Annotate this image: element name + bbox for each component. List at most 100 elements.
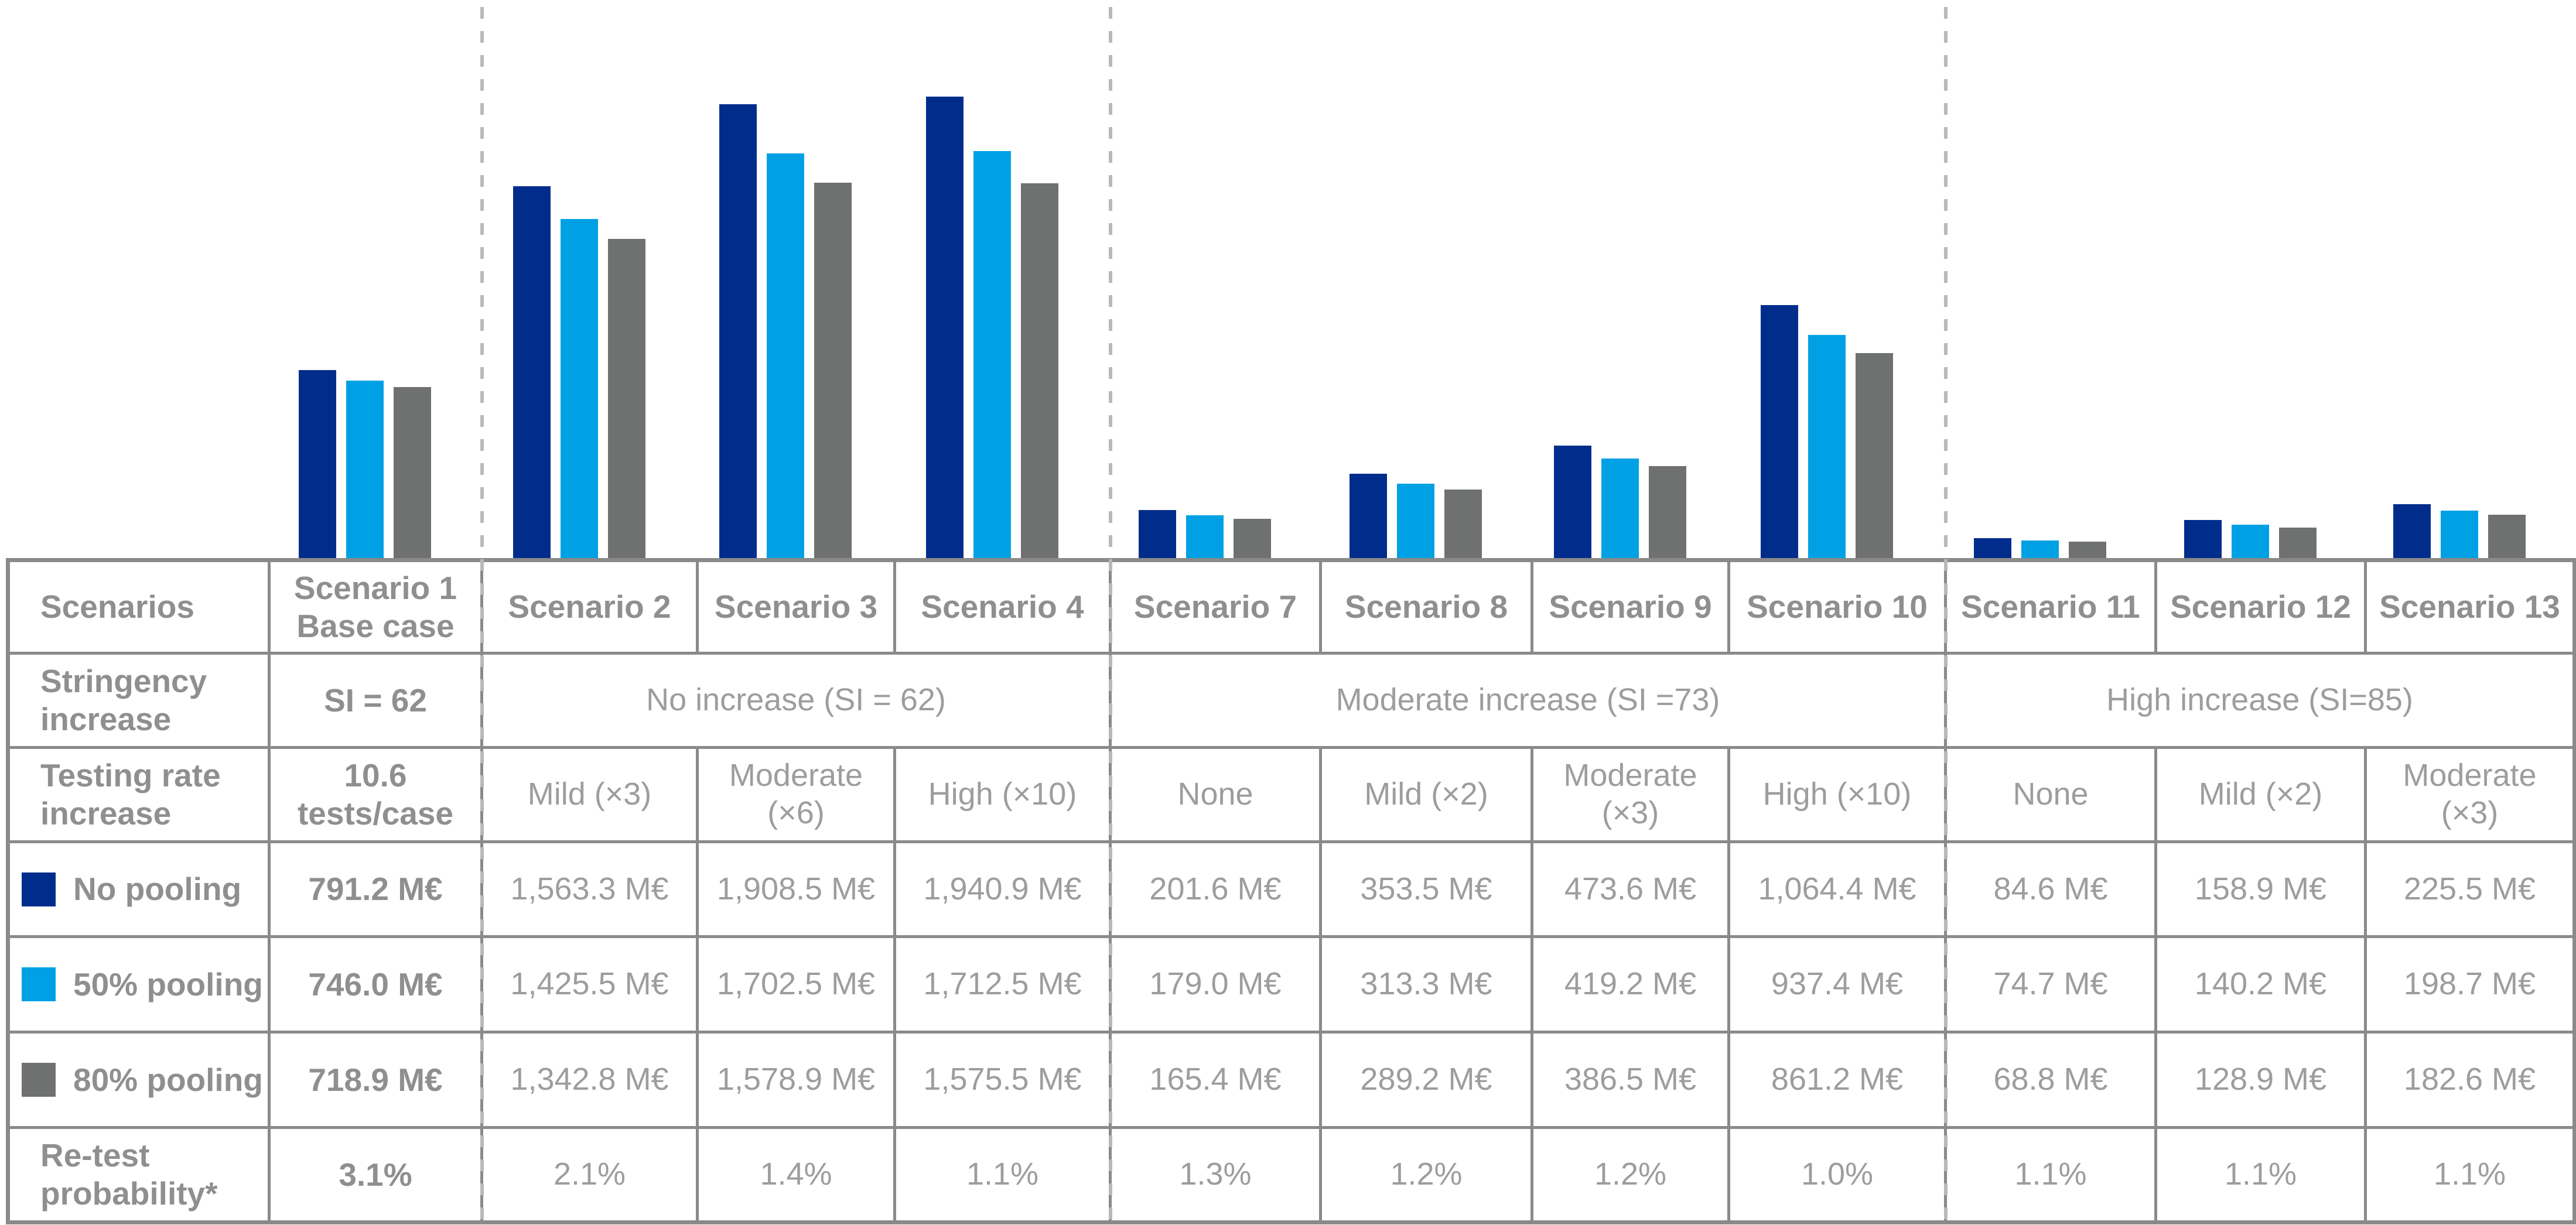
cell-retest-probability-0: 3.1% — [271, 1129, 480, 1220]
row-label-text-testing-rate-increase: Testing rate increase — [40, 757, 221, 832]
bar-scenario-8-50-pooling — [1397, 484, 1434, 558]
cell-50-percent-pooling-5: 313.3 M€ — [1322, 938, 1530, 1031]
bar-scenario-3-no-pooling — [719, 104, 757, 558]
bar-scenario-2-no-pooling — [513, 186, 551, 558]
col-header-scenarios-header-8: Scenario 11 — [1947, 562, 2154, 652]
bar-scenario-4-80-pooling — [1020, 183, 1058, 558]
bar-scenario-4-50-pooling — [973, 151, 1011, 558]
cell-50-percent-pooling-4: 179.0 M€ — [1112, 938, 1319, 1031]
grouped-bar-chart — [0, 0, 2576, 558]
cell-retest-probability-10: 1.1% — [2367, 1129, 2572, 1220]
legend-swatch-no-pooling — [22, 872, 56, 906]
cell-50-percent-pooling-0: 746.0 M€ — [271, 938, 480, 1031]
bar-scenario-12-80-pooling — [2278, 528, 2317, 558]
cell-80-percent-pooling-3: 1,575.5 M€ — [896, 1034, 1109, 1126]
row-label-text-stringency-increase: Stringency increase — [40, 663, 207, 737]
cell-50-percent-pooling-8: 74.7 M€ — [1947, 938, 2154, 1031]
group-separator-line-1 — [480, 7, 484, 1221]
bar-scenario-12-no-pooling — [2184, 520, 2222, 558]
cell-retest-probability-5: 1.2% — [1322, 1129, 1530, 1220]
bar-scenario-7-50-pooling — [1186, 515, 1224, 558]
cell-testing-rate-increase-8: None — [1947, 749, 2154, 840]
cell-no-pooling-4: 201.6 M€ — [1112, 843, 1319, 935]
row-label-text-no-pooling: No pooling — [73, 871, 242, 908]
legend-swatch-80-percent-pooling — [22, 1063, 56, 1097]
col-header-scenarios-header-5: Scenario 8 — [1322, 562, 1530, 652]
bar-scenario-10-no-pooling — [1760, 305, 1798, 558]
cell-testing-rate-increase-0: 10.6 tests/case — [271, 749, 480, 840]
bar-scenario-10-80-pooling — [1855, 353, 1893, 558]
cell-80-percent-pooling-7: 861.2 M€ — [1730, 1034, 1944, 1126]
col-header-scenarios-header-3: Scenario 4 — [896, 562, 1109, 652]
cell-no-pooling-2: 1,908.5 M€ — [699, 843, 893, 935]
cell-stringency-increase-1: No increase (SI = 62) — [483, 655, 1109, 746]
row-label-scenarios-header: Scenarios — [10, 562, 268, 652]
row-label-text-retest-probability: Re-test probability* — [40, 1137, 218, 1212]
cell-80-percent-pooling-1: 1,342.8 M€ — [483, 1034, 696, 1126]
cell-no-pooling-7: 1,064.4 M€ — [1730, 843, 1944, 935]
bar-scenario-8-no-pooling — [1350, 474, 1387, 558]
cell-no-pooling-3: 1,940.9 M€ — [896, 843, 1109, 935]
cell-no-pooling-9: 158.9 M€ — [2157, 843, 2364, 935]
col-header-scenarios-header-6: Scenario 9 — [1533, 562, 1727, 652]
cell-no-pooling-5: 353.5 M€ — [1322, 843, 1530, 935]
bar-scenario-1-no-pooling — [299, 370, 336, 558]
bar-scenario-7-no-pooling — [1139, 510, 1176, 558]
bar-scenario-3-50-pooling — [767, 153, 804, 558]
row-label-retest-probability: Re-test probability* — [10, 1129, 268, 1220]
col-header-scenarios-header-4: Scenario 7 — [1112, 562, 1319, 652]
cell-no-pooling-1: 1,563.3 M€ — [483, 843, 696, 935]
bar-scenario-9-80-pooling — [1648, 466, 1686, 558]
cell-retest-probability-4: 1.3% — [1112, 1129, 1319, 1220]
bar-scenario-13-no-pooling — [2393, 504, 2431, 558]
bar-scenario-2-80-pooling — [607, 239, 645, 558]
bar-scenario-13-80-pooling — [2488, 515, 2526, 558]
cell-no-pooling-0: 791.2 M€ — [271, 843, 480, 935]
cell-50-percent-pooling-10: 198.7 M€ — [2367, 938, 2572, 1031]
bar-scenario-10-50-pooling — [1808, 335, 1846, 558]
cell-80-percent-pooling-2: 1,578.9 M€ — [699, 1034, 893, 1126]
cell-testing-rate-increase-9: Mild (×2) — [2157, 749, 2364, 840]
row-label-text-80-percent-pooling: 80% pooling — [73, 1061, 263, 1098]
col-header-scenarios-header-1: Scenario 2 — [483, 562, 696, 652]
bar-scenario-4-no-pooling — [925, 97, 964, 558]
row-label-text-scenarios-header: Scenarios — [40, 588, 194, 625]
bar-scenario-1-80-pooling — [394, 387, 431, 558]
bar-scenario-7-80-pooling — [1234, 519, 1271, 558]
col-header-scenarios-header-7: Scenario 10 — [1730, 562, 1944, 652]
cell-testing-rate-increase-3: High (×10) — [896, 749, 1109, 840]
cell-50-percent-pooling-1: 1,425.5 M€ — [483, 938, 696, 1031]
bar-scenario-2-50-pooling — [560, 219, 598, 558]
cell-stringency-increase-0: SI = 62 — [271, 655, 480, 746]
cell-50-percent-pooling-7: 937.4 M€ — [1730, 938, 1944, 1031]
cell-50-percent-pooling-6: 419.2 M€ — [1533, 938, 1727, 1031]
bar-scenario-9-50-pooling — [1601, 458, 1639, 558]
col-header-scenarios-header-0: Scenario 1 Base case — [271, 562, 480, 652]
cell-80-percent-pooling-10: 182.6 M€ — [2367, 1034, 2572, 1126]
cell-retest-probability-1: 2.1% — [483, 1129, 696, 1220]
row-label-stringency-increase: Stringency increase — [10, 655, 268, 746]
cell-retest-probability-3: 1.1% — [896, 1129, 1109, 1220]
bar-scenario-12-50-pooling — [2231, 525, 2269, 558]
cell-stringency-increase-2: Moderate increase (SI =73) — [1112, 655, 1944, 746]
cell-80-percent-pooling-9: 128.9 M€ — [2157, 1034, 2364, 1126]
cell-80-percent-pooling-6: 386.5 M€ — [1533, 1034, 1727, 1126]
cell-testing-rate-increase-7: High (×10) — [1730, 749, 1944, 840]
cell-80-percent-pooling-5: 289.2 M€ — [1322, 1034, 1530, 1126]
cell-testing-rate-increase-5: Mild (×2) — [1322, 749, 1530, 840]
bar-scenario-11-80-pooling — [2069, 542, 2106, 558]
cell-retest-probability-8: 1.1% — [1947, 1129, 2154, 1220]
cell-no-pooling-6: 473.6 M€ — [1533, 843, 1727, 935]
cell-no-pooling-8: 84.6 M€ — [1947, 843, 2154, 935]
group-separator-line-3 — [1944, 7, 1948, 1221]
cell-retest-probability-6: 1.2% — [1533, 1129, 1727, 1220]
cell-testing-rate-increase-4: None — [1112, 749, 1319, 840]
cell-testing-rate-increase-10: Moderate (×3) — [2367, 749, 2572, 840]
bar-scenario-11-no-pooling — [1974, 538, 2011, 558]
cell-50-percent-pooling-2: 1,702.5 M€ — [699, 938, 893, 1031]
bar-scenario-3-80-pooling — [814, 183, 852, 558]
bar-scenario-8-80-pooling — [1444, 490, 1482, 558]
group-separator-line-2 — [1109, 7, 1112, 1221]
